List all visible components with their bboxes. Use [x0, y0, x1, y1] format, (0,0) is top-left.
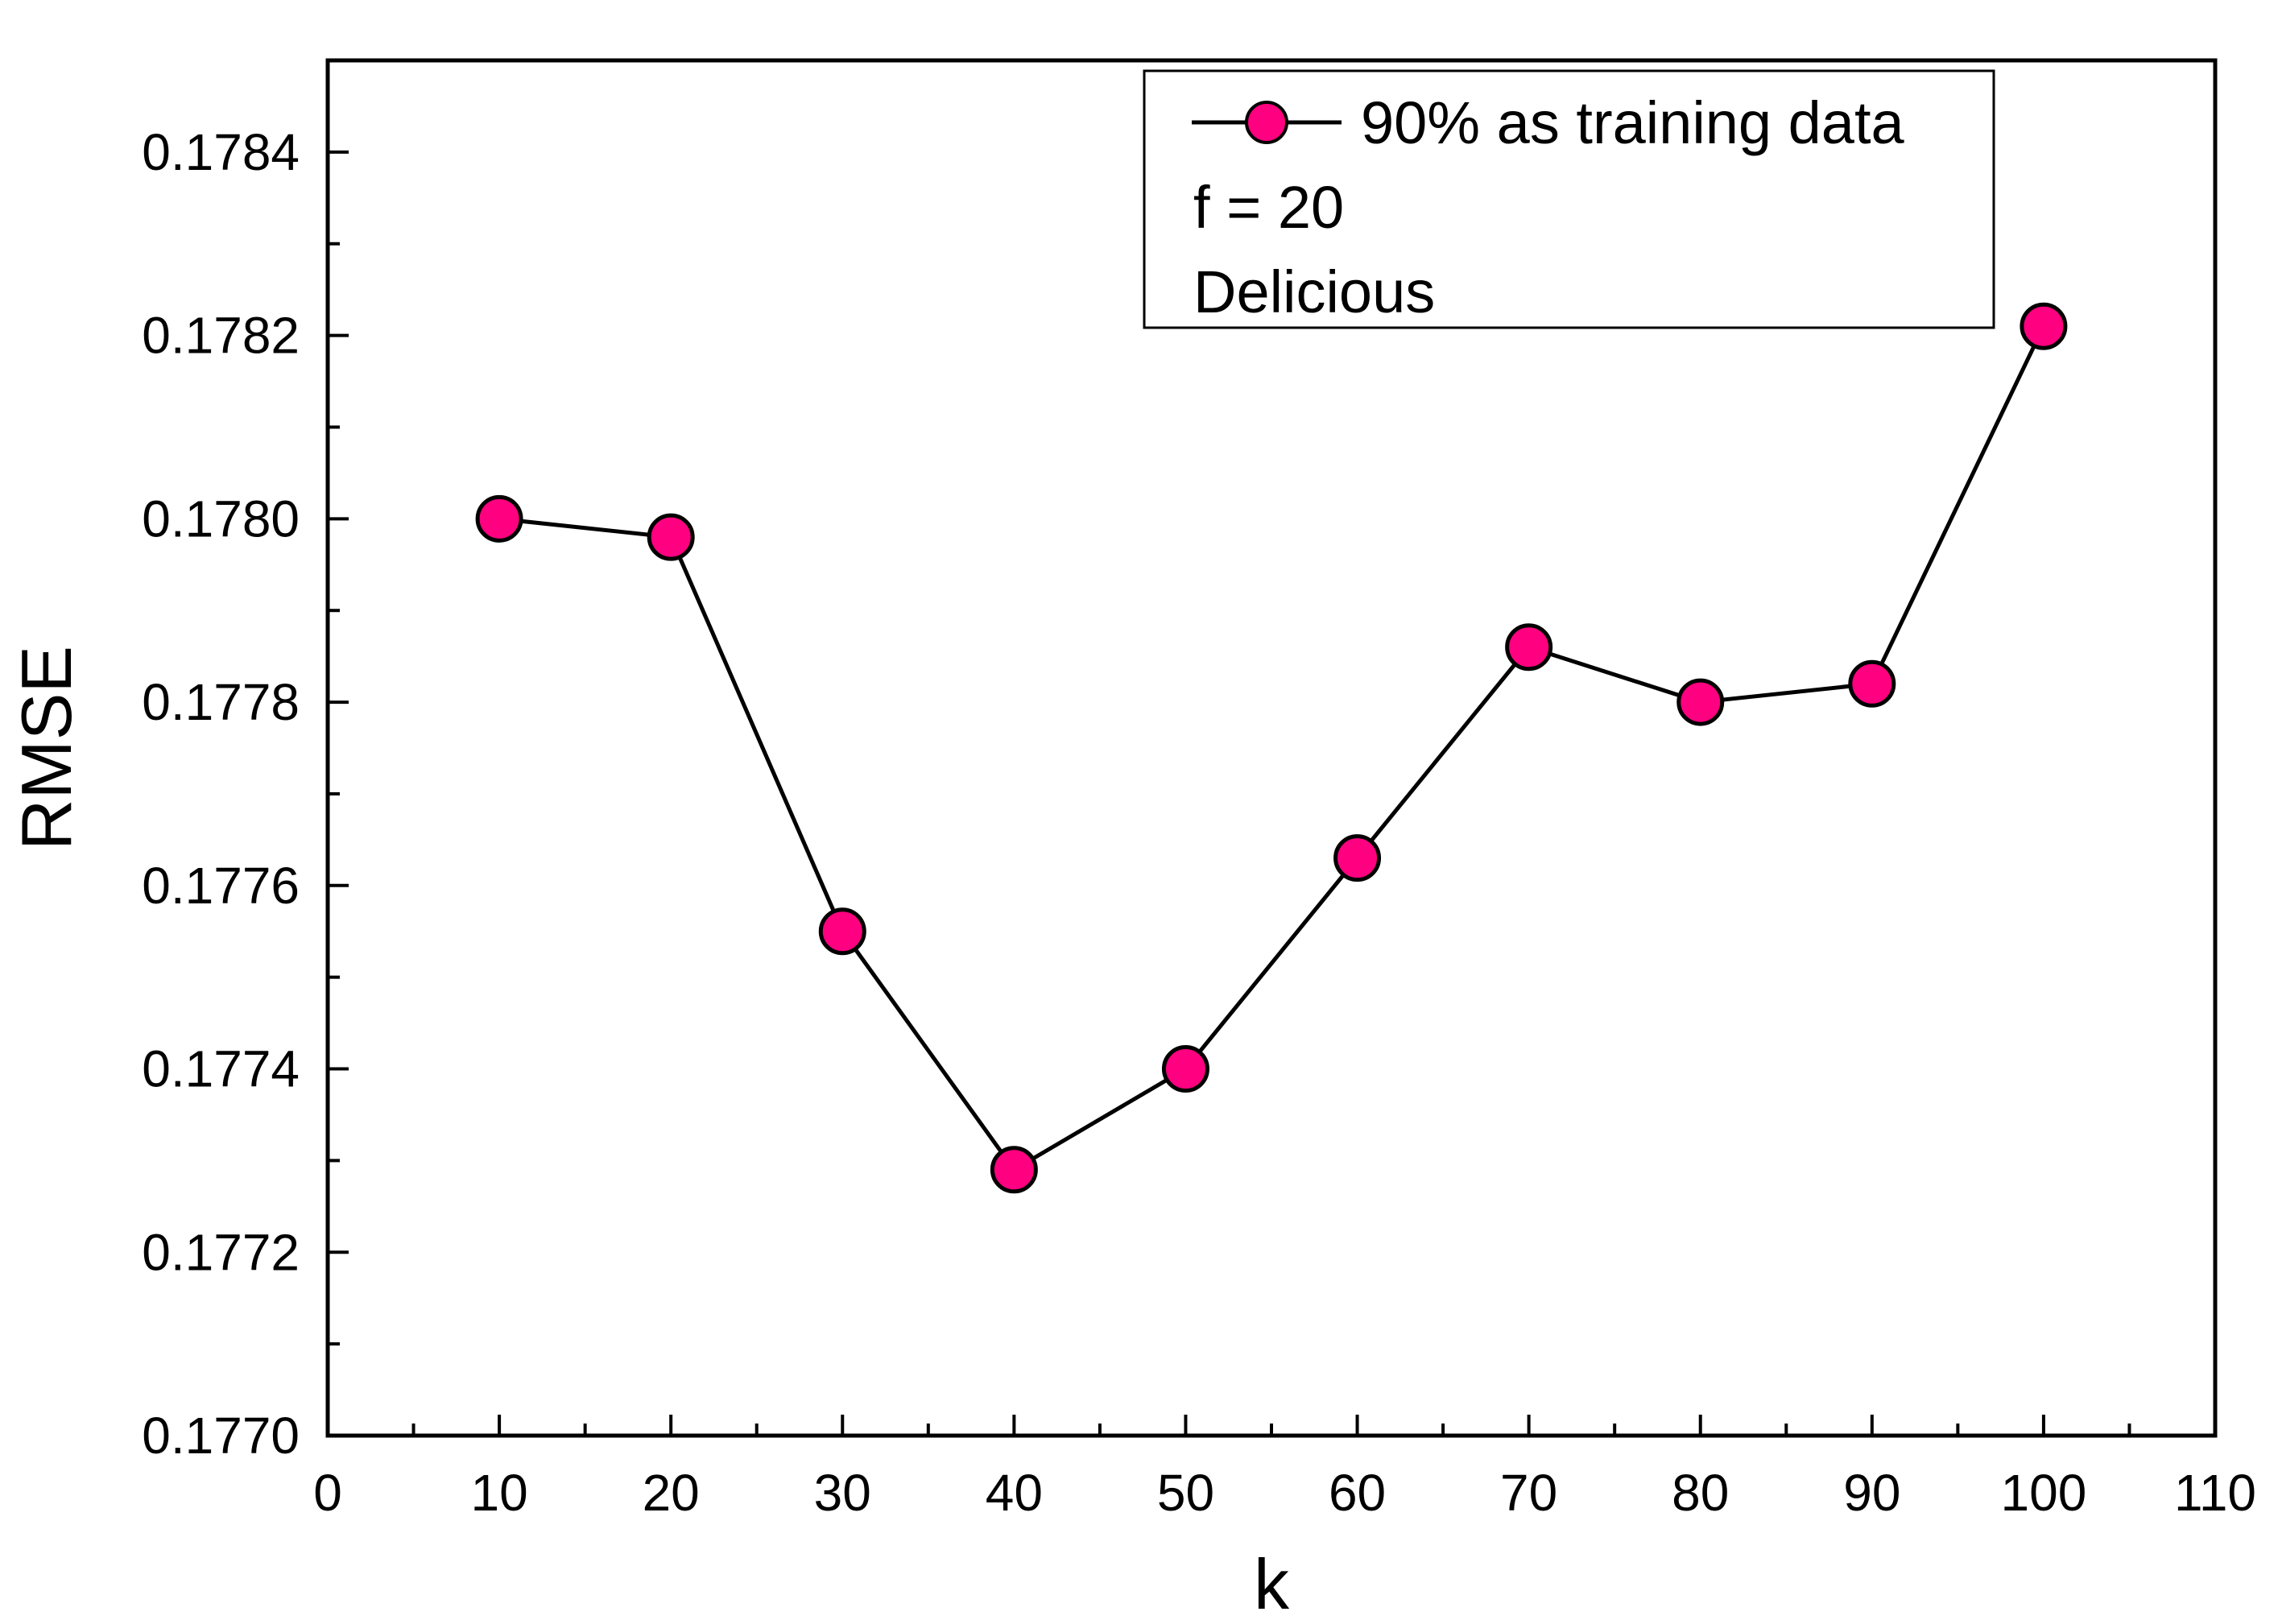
- y-tick-label: 0.1782: [142, 307, 300, 365]
- data-point: [1505, 623, 1553, 672]
- x-tick-labels: 0 10 20 30 40 50 60 70 80 90 100 110: [313, 1464, 2256, 1522]
- y-tick-label: 0.1774: [142, 1040, 300, 1098]
- y-tick-label: 0.1772: [142, 1223, 300, 1281]
- y-tick-label: 0.1780: [142, 490, 300, 548]
- data-point: [818, 907, 866, 956]
- x-tick-label: 60: [1329, 1464, 1386, 1522]
- legend-marker-sample: [1245, 101, 1288, 144]
- data-point: [1161, 1045, 1209, 1093]
- x-tick-label: 10: [470, 1464, 527, 1522]
- y-tick-labels: 0.1770 0.1772 0.1774 0.1776 0.1778 0.1780 0.17…: [142, 123, 300, 1465]
- series-line: [498, 325, 2046, 1172]
- x-tick-label: 50: [1157, 1464, 1214, 1522]
- plot-frame: [325, 58, 2218, 1438]
- x-tick-label: 30: [814, 1464, 871, 1522]
- x-tick-label: 20: [643, 1464, 700, 1522]
- axis-ticks: [326, 59, 2217, 1437]
- legend: 90% as training data f = 20 Delicious: [1143, 69, 1995, 329]
- y-tick-label: 0.1778: [142, 673, 300, 731]
- data-point: [1676, 678, 1725, 726]
- y-tick-label: 0.1776: [142, 857, 300, 915]
- y-axis-title: RMSE: [6, 646, 86, 850]
- x-tick-label: 110: [2174, 1464, 2256, 1522]
- x-tick-label: 100: [2001, 1464, 2087, 1522]
- x-tick-label: 90: [1843, 1464, 1900, 1522]
- data-point: [1333, 834, 1382, 882]
- x-tick-label: 0: [313, 1464, 342, 1522]
- x-tick-label: 40: [986, 1464, 1043, 1522]
- x-tick-label: 80: [1672, 1464, 1729, 1522]
- data-point: [990, 1146, 1038, 1194]
- legend-annotation-dataset: Delicious: [1193, 258, 1435, 325]
- legend-series-label: 90% as training data: [1361, 89, 1905, 156]
- x-axis-title: k: [1254, 1544, 1290, 1624]
- data-point: [2020, 302, 2068, 350]
- y-tick-label: 0.1784: [142, 123, 300, 181]
- x-tick-label: 70: [1500, 1464, 1557, 1522]
- series-group: [475, 302, 2068, 1194]
- data-point: [1848, 659, 1896, 708]
- legend-annotation-f: f = 20: [1193, 174, 1344, 241]
- data-point: [475, 494, 523, 543]
- y-tick-label: 0.1770: [142, 1407, 300, 1465]
- data-point: [647, 513, 695, 561]
